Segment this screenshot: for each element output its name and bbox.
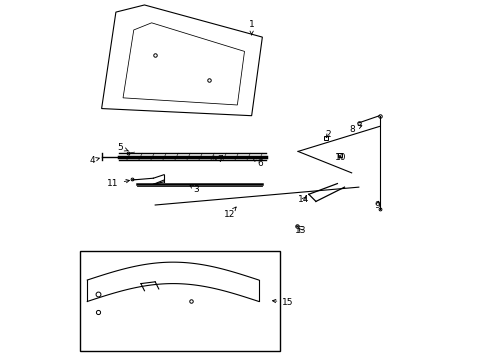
Text: 5: 5 [117, 143, 128, 152]
Text: 3: 3 [189, 185, 199, 194]
Text: 10: 10 [334, 153, 346, 162]
Text: 4: 4 [90, 156, 99, 165]
Bar [80, 251, 280, 351]
Text: 11: 11 [107, 179, 129, 188]
Text: 2: 2 [325, 130, 330, 139]
Text: 6: 6 [252, 158, 263, 168]
Text: 12: 12 [224, 207, 236, 219]
Text: 14: 14 [298, 195, 309, 204]
Text: 15: 15 [272, 298, 293, 307]
Text: 1: 1 [248, 20, 254, 35]
Text: 7: 7 [214, 155, 223, 164]
Text: 9: 9 [374, 201, 380, 210]
Text: 8: 8 [349, 125, 361, 134]
Text: 13: 13 [295, 226, 306, 235]
